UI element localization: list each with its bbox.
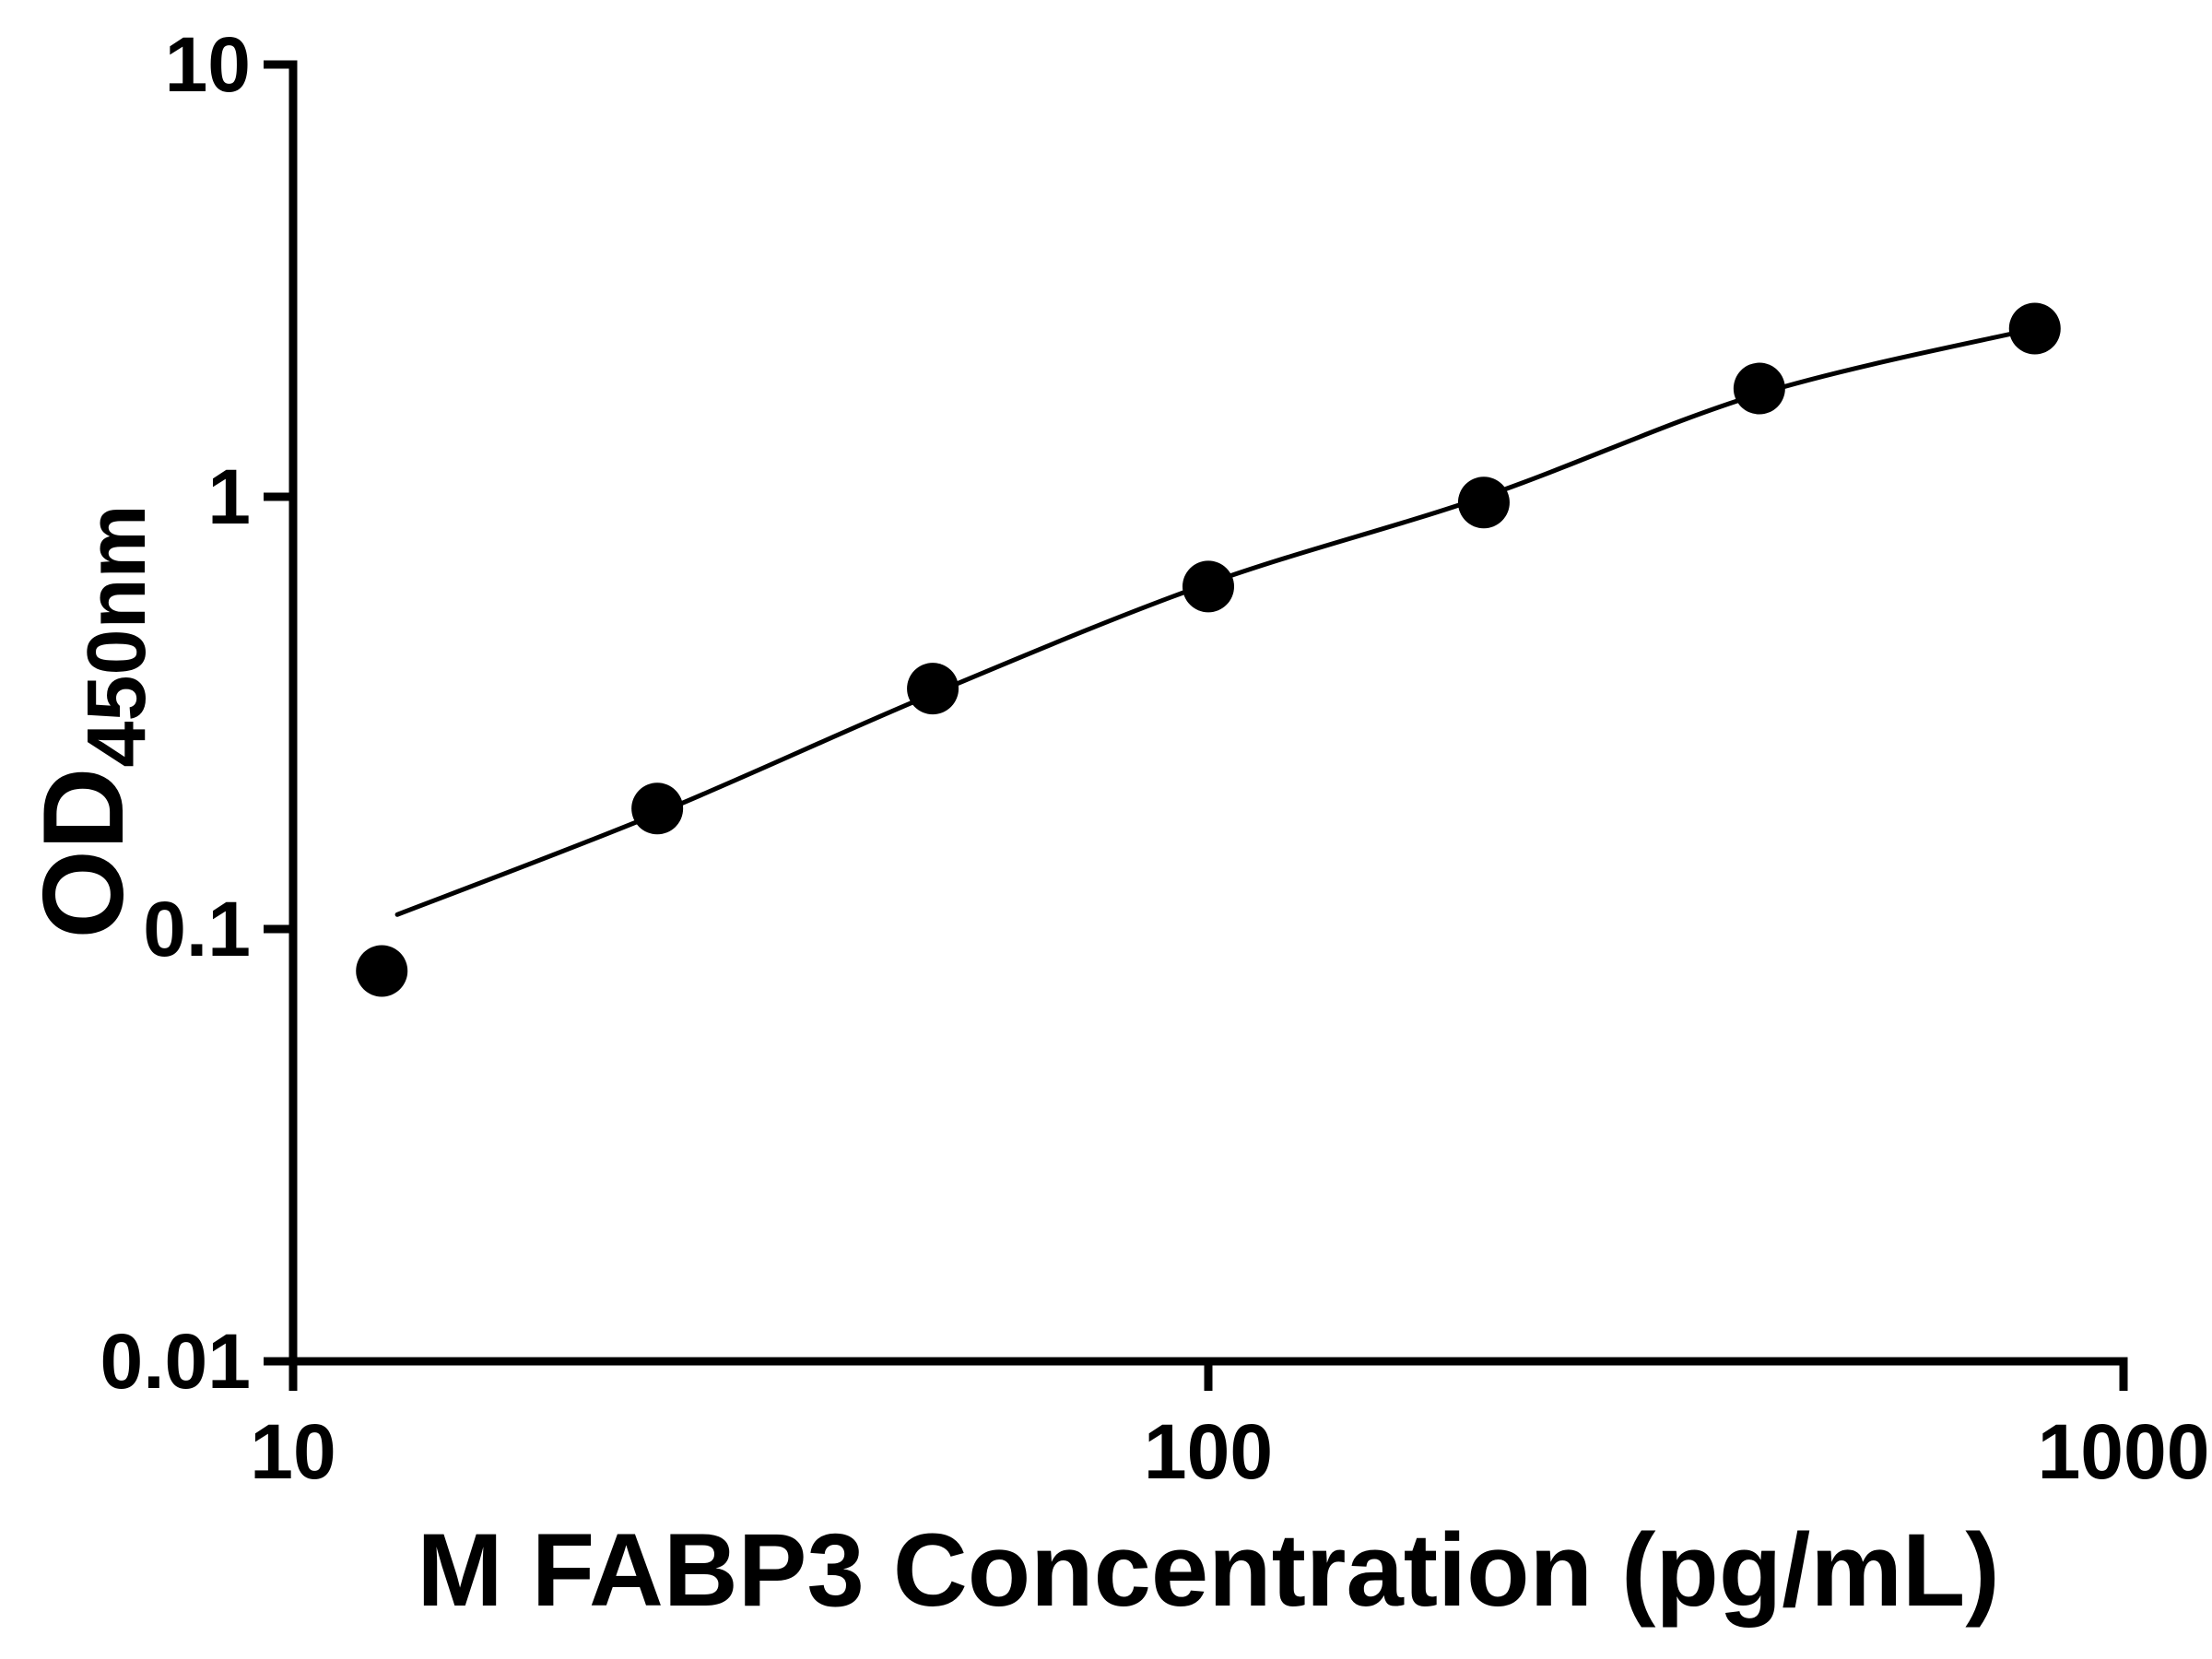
data-point — [1182, 560, 1234, 613]
data-point — [907, 663, 959, 715]
x-axis-title: M FABP3 Concentration (pg/mL) — [417, 1512, 1999, 1628]
data-point — [631, 782, 684, 835]
data-point — [1457, 477, 1510, 529]
y-axis-title-subscript: 450nm — [71, 504, 163, 767]
y-tick-label: 1 — [207, 453, 251, 540]
x-tick-label: 1000 — [2038, 1408, 2210, 1495]
axes-group: 10 100 1000 0.01 0.1 1 10 — [100, 21, 2210, 1495]
data-point — [2008, 302, 2061, 355]
data-point — [1733, 362, 1785, 415]
data-point — [356, 945, 408, 997]
x-tick-label: 10 — [250, 1408, 335, 1495]
plot-group — [356, 302, 2061, 997]
x-tick-label: 100 — [1144, 1408, 1273, 1495]
y-tick-label: 0.1 — [143, 886, 251, 972]
y-tick-label: 10 — [165, 21, 251, 108]
y-tick-label: 0.01 — [100, 1318, 252, 1405]
y-axis-title: OD450nm — [20, 504, 163, 938]
y-axis-title-main: OD — [20, 768, 147, 939]
